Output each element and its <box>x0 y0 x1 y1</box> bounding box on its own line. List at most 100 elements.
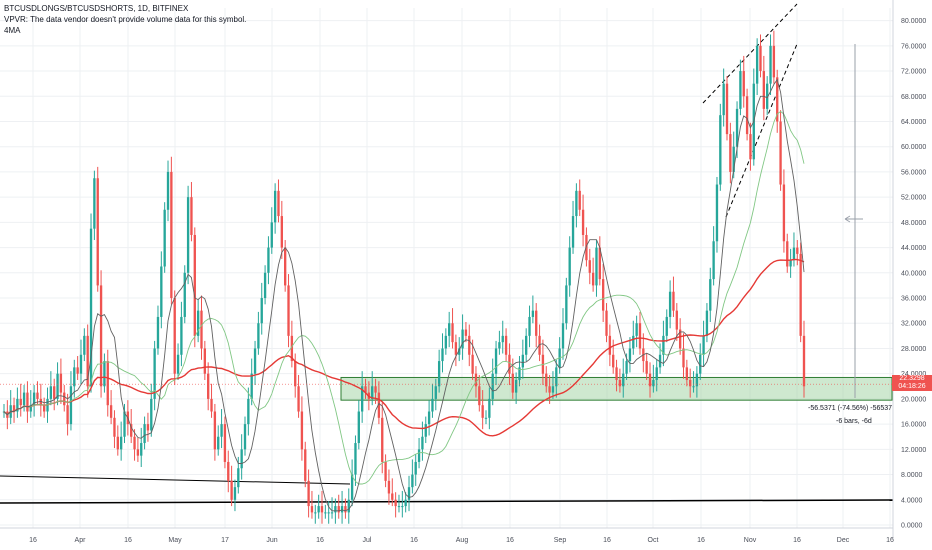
time-axis[interactable]: 16 Apr 16 May 17 Jun 16 Jul 16 Aug 16 Sep 16 Oct 16 Nov… <box>0 527 894 544</box>
x-tick-label: 16 <box>316 537 324 544</box>
candle-body <box>29 405 32 412</box>
candle-body <box>344 506 347 513</box>
candle-body <box>56 373 59 399</box>
candle-body <box>26 392 29 412</box>
candle-body <box>140 443 143 456</box>
candle-body <box>330 512 334 514</box>
candle-body <box>615 367 618 380</box>
x-tick-label: Apr <box>75 537 87 544</box>
candle-body <box>163 209 166 267</box>
candle-body <box>277 190 280 217</box>
candle-body <box>237 468 240 488</box>
measure-duration: -6 bars, -6d <box>836 418 872 425</box>
candle-body <box>662 335 665 355</box>
candle-body <box>675 310 678 330</box>
candle-body <box>327 512 330 514</box>
candle-body <box>451 323 454 343</box>
candle-body <box>223 424 227 462</box>
candle-body <box>66 405 69 425</box>
candle-body <box>454 342 458 355</box>
candle-body <box>598 247 601 280</box>
candle-body <box>702 335 705 355</box>
candle-body <box>394 499 397 507</box>
candle-body <box>481 405 484 418</box>
candle-body <box>377 392 381 418</box>
candle-body <box>317 506 320 513</box>
candle-body <box>116 436 119 450</box>
candle-body <box>494 348 498 374</box>
last-price-value: 22.3298 <box>899 375 925 382</box>
x-tick-label: 16 <box>29 537 37 544</box>
y-tick-label: 32.0000 <box>901 321 926 328</box>
price-axis[interactable]: 80.0000 76.0000 72.0000 68.0000 64.0000 60.00… <box>892 0 926 540</box>
y-tick-label: 20.0000 <box>901 396 926 403</box>
candle-body <box>391 493 394 500</box>
candle-body <box>501 335 504 343</box>
candle-body <box>739 71 742 109</box>
candle-body <box>253 348 257 374</box>
candle-body <box>561 323 565 349</box>
candle-body <box>645 361 648 374</box>
candle-body <box>655 367 658 380</box>
candle-body <box>89 228 93 387</box>
candle-body <box>99 285 103 387</box>
candle-body <box>307 480 310 507</box>
candle-body <box>715 184 719 242</box>
candle-body <box>625 361 628 374</box>
candle-body <box>240 449 243 469</box>
candle-body <box>19 398 22 406</box>
y-tick-label: 64.0000 <box>901 119 926 126</box>
candle-body <box>304 449 307 481</box>
candle-body <box>173 298 176 374</box>
candle-body <box>49 386 53 399</box>
candle-body <box>722 83 725 116</box>
candle-body <box>427 411 431 425</box>
candle-body <box>314 512 317 514</box>
x-tick-label: Aug <box>456 537 469 544</box>
candle-body <box>257 323 260 349</box>
candle-body <box>595 247 598 286</box>
candle-body <box>217 436 220 450</box>
candles <box>2 30 806 524</box>
candle-body <box>424 424 427 437</box>
y-tick-label: 56.0000 <box>901 169 926 176</box>
candle-body <box>233 487 237 500</box>
candle-body <box>273 190 277 223</box>
candle-body <box>508 354 511 374</box>
candle-body <box>200 310 203 349</box>
y-tick-label: 36.0000 <box>901 296 926 303</box>
candle-body <box>387 480 391 494</box>
candle-body <box>203 348 207 374</box>
candle-body <box>491 373 494 399</box>
candle-body <box>605 310 608 336</box>
candle-body <box>709 279 712 311</box>
candle-body <box>725 83 729 135</box>
candle-body <box>528 316 531 336</box>
candle-body <box>93 178 96 229</box>
candle-body <box>294 361 297 387</box>
candle-body <box>150 398 153 431</box>
candle-body <box>334 506 337 513</box>
candle-body <box>518 367 521 380</box>
x-tick-label: Jun <box>266 537 277 544</box>
candle-body <box>230 480 233 500</box>
candle-body <box>32 392 36 406</box>
candle-body <box>83 335 86 355</box>
candle-body <box>287 285 290 336</box>
candle-body <box>247 398 250 425</box>
candle-body <box>414 461 417 475</box>
candle-body <box>511 373 514 393</box>
candle-body <box>575 190 578 217</box>
candle-body <box>628 348 632 362</box>
candle-body <box>207 373 210 399</box>
candle-body <box>471 354 474 374</box>
y-tick-label: 16.0000 <box>901 422 926 429</box>
candle-body <box>284 247 287 286</box>
candle-body <box>227 461 230 481</box>
candle-body <box>337 506 340 513</box>
x-tick-label: Jul <box>363 537 372 544</box>
candle-body <box>109 405 113 418</box>
candle-body <box>588 260 591 273</box>
candle-body <box>297 386 300 412</box>
